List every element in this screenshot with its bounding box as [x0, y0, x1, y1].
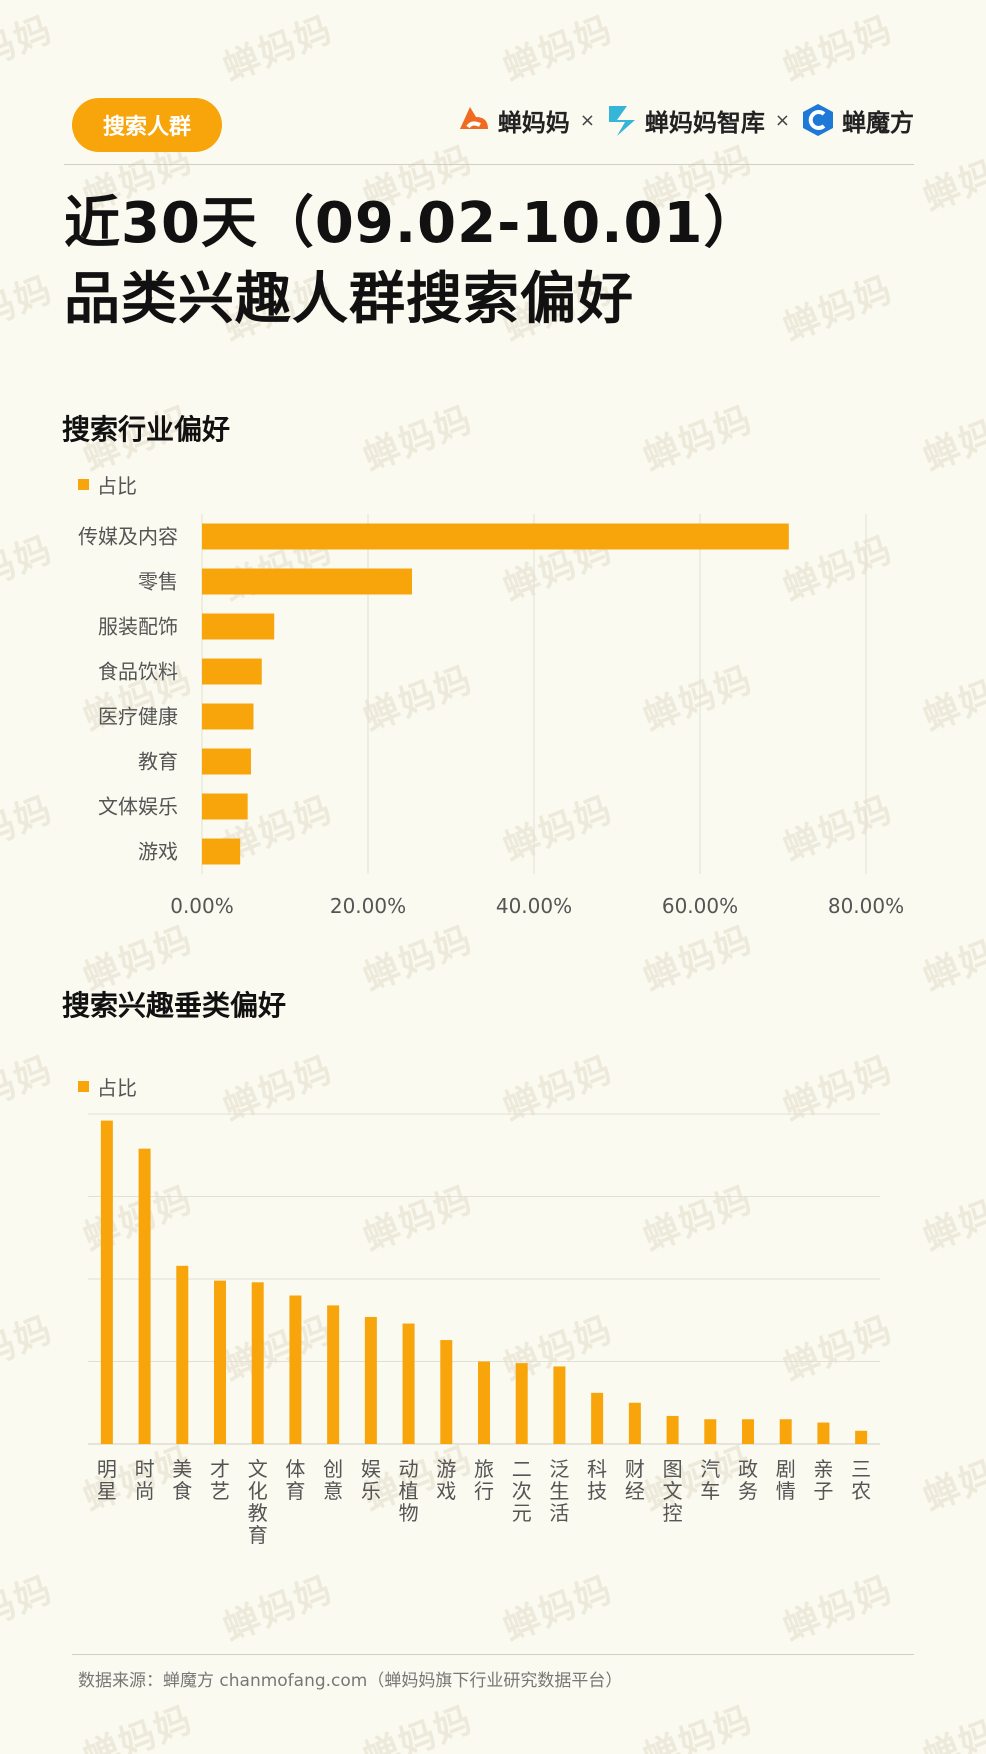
- brand-separator: ×: [579, 109, 595, 131]
- bar: [202, 568, 412, 595]
- category-label: 泛生活: [549, 1457, 569, 1525]
- category-label: 文体娱乐: [98, 795, 178, 819]
- bar: [202, 523, 789, 550]
- category-label: 图文控: [663, 1457, 683, 1525]
- bar: [440, 1340, 453, 1444]
- x-tick-label: 40.00%: [496, 894, 572, 918]
- bar: [402, 1323, 415, 1444]
- brand-bar: 蝉妈妈 × 蝉妈妈智库 × 蝉魔方: [454, 102, 914, 138]
- bar: [176, 1265, 189, 1444]
- category-label: 二次元: [512, 1457, 532, 1525]
- category-label: 剧情: [776, 1457, 796, 1503]
- bar: [202, 748, 251, 775]
- brand-chanmama: 蝉妈妈: [497, 108, 570, 137]
- chanmofang-logo-icon: [803, 104, 833, 136]
- category-label: 美食: [172, 1457, 192, 1503]
- bar: [202, 838, 241, 865]
- category-label: 创意: [323, 1457, 343, 1503]
- bar: [515, 1363, 528, 1444]
- bar: [202, 703, 254, 730]
- bar: [704, 1419, 717, 1444]
- bar: [553, 1366, 566, 1444]
- x-tick-label: 80.00%: [828, 894, 904, 918]
- legend-label: 占比: [97, 1076, 137, 1100]
- chanmama-zhiku-logo-icon: [608, 106, 635, 136]
- bar: [478, 1361, 490, 1444]
- brand-chanmama-zhiku: 蝉妈妈智库: [644, 108, 765, 137]
- category-label: 体育: [285, 1457, 305, 1503]
- header-divider: [64, 164, 914, 165]
- bar: [364, 1316, 377, 1444]
- category-label: 传媒及内容: [78, 525, 178, 549]
- category-label: 教育: [138, 750, 178, 774]
- bar: [742, 1419, 754, 1444]
- bar: [327, 1305, 340, 1444]
- x-tick-label: 20.00%: [330, 894, 406, 918]
- interest-chart-title: 搜索兴趣垂类偏好: [62, 989, 287, 1022]
- brand-separator: ×: [774, 109, 790, 131]
- category-label: 三农: [851, 1457, 871, 1503]
- brand-chanmofang: 蝉魔方: [842, 108, 914, 137]
- bar: [202, 613, 275, 640]
- category-label: 动植物: [399, 1457, 419, 1525]
- page-title: 近30天（09.02-10.01） 品类兴趣人群搜索偏好: [64, 186, 760, 338]
- category-label: 明星: [97, 1457, 117, 1503]
- bar: [100, 1120, 113, 1444]
- bar: [591, 1392, 604, 1444]
- bar: [817, 1422, 830, 1444]
- data-source-note: 数据来源：蝉魔方 chanmofang.com（蝉妈妈旗下行业研究数据平台）: [78, 1671, 623, 1691]
- interest-chart-legend: 占比: [78, 1072, 137, 1101]
- x-tick-label: 0.00%: [170, 894, 234, 918]
- category-label: 文化教育: [248, 1457, 268, 1547]
- chanmama-logo-icon: [459, 107, 488, 129]
- title-line-2: 品类兴趣人群搜索偏好: [64, 267, 634, 332]
- category-label: 游戏: [436, 1457, 456, 1503]
- industry-chart-legend: 占比: [78, 470, 137, 499]
- bar: [779, 1419, 792, 1444]
- category-label: 食品饮料: [98, 660, 178, 684]
- category-label: 医疗健康: [98, 705, 178, 729]
- category-label: 科技: [587, 1457, 607, 1503]
- category-label: 服装配饰: [98, 615, 178, 639]
- bar: [666, 1415, 679, 1444]
- bar: [855, 1430, 868, 1444]
- category-label: 时尚: [135, 1457, 155, 1503]
- bar: [289, 1295, 302, 1444]
- bar: [202, 793, 248, 820]
- category-label: 才艺: [210, 1457, 230, 1503]
- category-label: 汽车: [700, 1457, 720, 1503]
- legend-label: 占比: [97, 474, 137, 498]
- bar: [251, 1282, 264, 1444]
- category-label: 政务: [738, 1457, 758, 1503]
- industry-chart-title: 搜索行业偏好: [62, 413, 231, 446]
- legend-swatch: [78, 1081, 89, 1092]
- category-label: 零售: [138, 570, 178, 594]
- category-label: 财经: [625, 1457, 645, 1503]
- category-label: 游戏: [138, 840, 178, 864]
- category-label: 旅行: [474, 1457, 494, 1503]
- bar: [214, 1280, 226, 1444]
- footer-divider: [72, 1654, 914, 1655]
- x-tick-label: 60.00%: [662, 894, 738, 918]
- category-label: 娱乐: [361, 1457, 381, 1503]
- bar: [202, 658, 262, 685]
- bar: [138, 1148, 151, 1444]
- search-crowd-tag: 搜索人群: [72, 98, 222, 152]
- category-label: 亲子: [813, 1457, 833, 1503]
- bar: [628, 1402, 641, 1444]
- title-line-1: 近30天（09.02-10.01）: [64, 191, 761, 256]
- legend-swatch: [78, 479, 89, 490]
